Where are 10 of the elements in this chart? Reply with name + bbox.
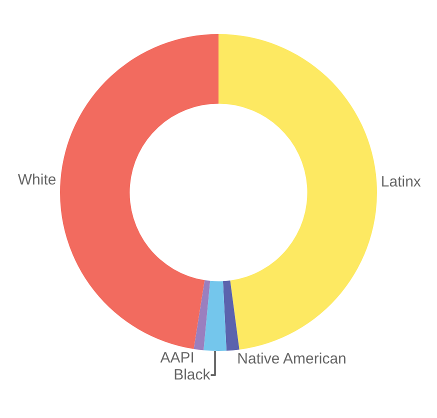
- donut-slice: [222, 280, 240, 351]
- slice-label: Black: [174, 366, 211, 384]
- donut-slice: [60, 34, 218, 350]
- slice-label: AAPI: [160, 350, 194, 367]
- donut-slice: [194, 280, 210, 350]
- donut-slice: [218, 34, 377, 350]
- donut-slice: [204, 280, 226, 351]
- slice-label: Native American: [237, 350, 346, 368]
- slice-label: White: [18, 172, 56, 189]
- slice-label: Latinx: [380, 174, 422, 191]
